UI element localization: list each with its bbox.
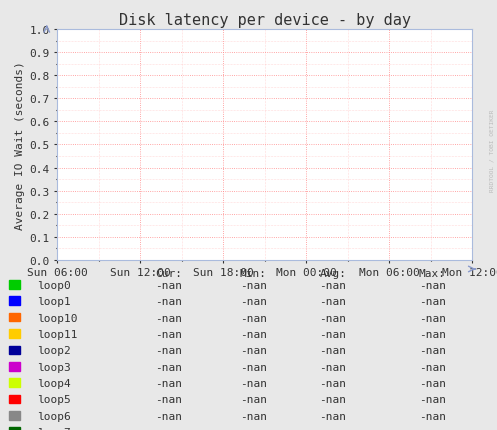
Text: RRDTOOL / TOBI OETIKER: RRDTOOL / TOBI OETIKER	[490, 109, 495, 192]
Text: -nan: -nan	[156, 345, 182, 356]
Text: -nan: -nan	[156, 378, 182, 388]
Text: -nan: -nan	[419, 362, 446, 372]
Text: -nan: -nan	[156, 329, 182, 339]
Text: -nan: -nan	[156, 362, 182, 372]
Text: -nan: -nan	[240, 313, 267, 323]
Text: loop5: loop5	[37, 394, 71, 405]
Text: -nan: -nan	[240, 411, 267, 421]
Text: -nan: -nan	[419, 427, 446, 430]
Text: -nan: -nan	[240, 362, 267, 372]
Text: loop4: loop4	[37, 378, 71, 388]
Text: -nan: -nan	[320, 296, 346, 307]
Text: Max:: Max:	[419, 269, 446, 279]
Text: loop0: loop0	[37, 280, 71, 290]
Text: -nan: -nan	[156, 280, 182, 290]
Text: Cur:: Cur:	[156, 269, 182, 279]
Text: -nan: -nan	[419, 280, 446, 290]
Text: -nan: -nan	[419, 411, 446, 421]
Text: -nan: -nan	[320, 427, 346, 430]
Text: -nan: -nan	[240, 345, 267, 356]
Y-axis label: Average IO Wait (seconds): Average IO Wait (seconds)	[15, 61, 25, 229]
Text: -nan: -nan	[320, 411, 346, 421]
Text: loop11: loop11	[37, 329, 78, 339]
Text: -nan: -nan	[320, 345, 346, 356]
Text: -nan: -nan	[320, 378, 346, 388]
Text: -nan: -nan	[320, 313, 346, 323]
Text: -nan: -nan	[320, 280, 346, 290]
Text: -nan: -nan	[240, 427, 267, 430]
Text: -nan: -nan	[419, 329, 446, 339]
Text: -nan: -nan	[240, 280, 267, 290]
Text: -nan: -nan	[419, 345, 446, 356]
Text: -nan: -nan	[320, 394, 346, 405]
Text: -nan: -nan	[419, 296, 446, 307]
Text: -nan: -nan	[240, 394, 267, 405]
Text: -nan: -nan	[419, 313, 446, 323]
Text: -nan: -nan	[240, 329, 267, 339]
Text: -nan: -nan	[156, 427, 182, 430]
Text: -nan: -nan	[320, 362, 346, 372]
Text: -nan: -nan	[320, 329, 346, 339]
Text: Avg:: Avg:	[320, 269, 346, 279]
Text: -nan: -nan	[156, 296, 182, 307]
Text: loop2: loop2	[37, 345, 71, 356]
Text: -nan: -nan	[419, 394, 446, 405]
Text: loop3: loop3	[37, 362, 71, 372]
Title: Disk latency per device - by day: Disk latency per device - by day	[119, 12, 411, 28]
Text: loop7: loop7	[37, 427, 71, 430]
Text: -nan: -nan	[240, 296, 267, 307]
Text: -nan: -nan	[419, 378, 446, 388]
Text: loop1: loop1	[37, 296, 71, 307]
Text: -nan: -nan	[156, 394, 182, 405]
Text: Min:: Min:	[240, 269, 267, 279]
Text: -nan: -nan	[156, 411, 182, 421]
Text: -nan: -nan	[240, 378, 267, 388]
Text: loop6: loop6	[37, 411, 71, 421]
Text: loop10: loop10	[37, 313, 78, 323]
Text: -nan: -nan	[156, 313, 182, 323]
